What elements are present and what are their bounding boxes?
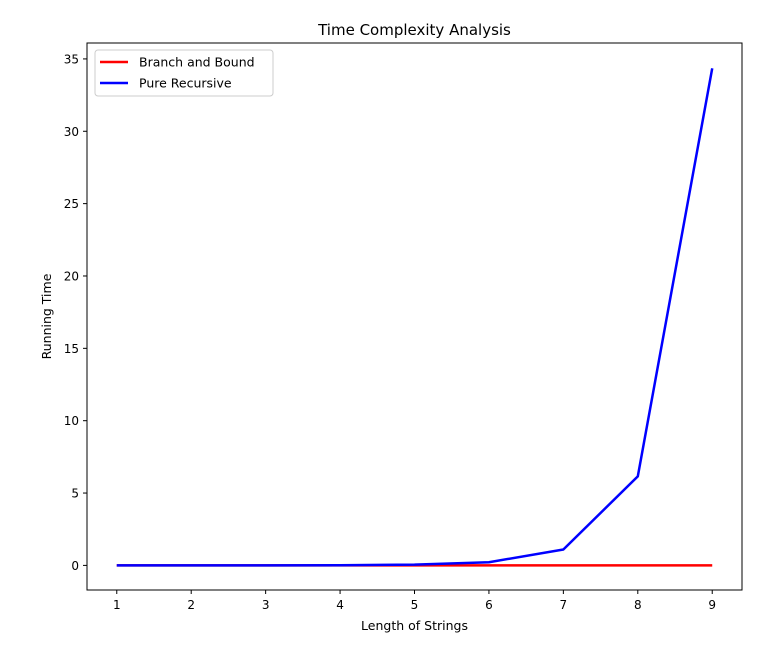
y-tick-label: 15 xyxy=(64,342,79,356)
y-tick-label: 25 xyxy=(64,197,79,211)
y-tick-label: 35 xyxy=(64,52,79,66)
y-tick-label: 10 xyxy=(64,414,79,428)
x-tick-label: 6 xyxy=(485,598,493,612)
x-tick-label: 7 xyxy=(560,598,568,612)
x-tick-label: 4 xyxy=(336,598,344,612)
y-tick-label: 30 xyxy=(64,125,79,139)
series-line-pure-recursive xyxy=(116,68,714,567)
y-axis-title: Running Time xyxy=(39,273,54,359)
x-tick-label: 8 xyxy=(634,598,642,612)
x-tick-label: 2 xyxy=(187,598,195,612)
plot-area: 1 2 3 4 5 6 7 8 9 0 5 10 15 20 25 30 35 xyxy=(64,42,743,612)
x-tick-label: 9 xyxy=(708,598,716,612)
y-tick-label: 5 xyxy=(71,487,79,501)
chart-title: Time Complexity Analysis xyxy=(317,21,511,39)
series-layer xyxy=(116,68,714,567)
y-axis: 0 5 10 15 20 25 30 35 xyxy=(64,52,87,573)
legend: Branch and Bound Pure Recursive xyxy=(94,49,274,97)
legend-label-pure-recursive: Pure Recursive xyxy=(139,76,232,91)
legend-label-branch-and-bound: Branch and Bound xyxy=(139,55,255,70)
x-tick-label: 5 xyxy=(411,598,419,612)
legend-box xyxy=(94,49,274,97)
x-tick-label: 1 xyxy=(113,598,121,612)
y-tick-label: 20 xyxy=(64,269,79,283)
x-axis-title: Length of Strings xyxy=(361,618,468,633)
x-axis: 1 2 3 4 5 6 7 8 9 xyxy=(113,590,716,612)
x-tick-label: 3 xyxy=(262,598,270,612)
y-tick-label: 0 xyxy=(71,559,79,573)
